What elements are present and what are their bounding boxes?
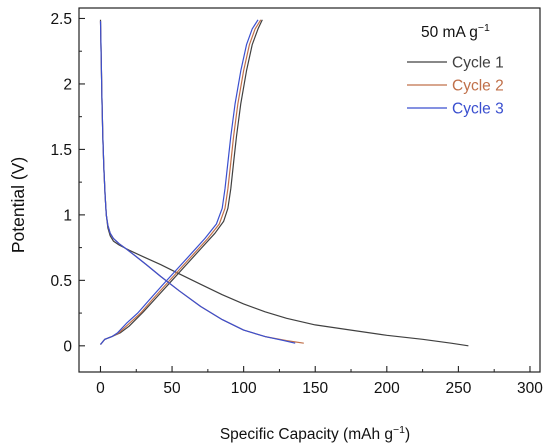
x-tick-label: 100	[231, 380, 257, 397]
x-tick-label: 250	[445, 380, 471, 397]
series-layer	[99, 19, 469, 347]
x-tick-label: 150	[302, 380, 328, 397]
series-2-discharge-line	[99, 21, 304, 344]
y-axis-label: Potential (V)	[8, 157, 28, 253]
legend-label-3: Cycle 3	[452, 101, 504, 118]
legend-label-1: Cycle 1	[452, 55, 504, 72]
y-tick-label: 2	[63, 76, 72, 93]
x-tick-label: 200	[374, 380, 400, 397]
legend: 50 mA g−1 Cycle 1 Cycle 2 Cycle 3	[407, 22, 504, 118]
legend-label-2: Cycle 2	[452, 78, 504, 95]
series-3	[99, 19, 296, 345]
y-tick-label: 0	[63, 338, 72, 355]
legend-title-text: 50 mA g	[421, 24, 478, 41]
x-axis-label: Specific Capacity (mAh g−1)	[220, 424, 410, 443]
series-1-discharge-line	[99, 19, 469, 347]
series-3-charge-line	[100, 19, 259, 345]
x-axis: 0 50 100 150 200 250 300	[96, 366, 543, 397]
x-tick-label: 300	[517, 380, 543, 397]
plot-frame	[78, 7, 541, 373]
y-tick-label: 0.5	[50, 273, 72, 290]
series-2-charge-line	[100, 19, 262, 345]
x-tick-label: 50	[163, 380, 181, 397]
y-tick-label: 1	[63, 207, 72, 224]
series-1	[99, 19, 469, 347]
legend-title: 50 mA g−1	[421, 22, 490, 41]
y-tick-label: 2.5	[50, 11, 72, 28]
series-3-discharge-line	[99, 21, 296, 344]
legend-title-sup: −1	[478, 22, 490, 34]
x-axis-label-close: )	[405, 426, 410, 443]
x-axis-label-text: Specific Capacity (mAh g	[220, 426, 393, 443]
x-tick-label: 0	[96, 380, 105, 397]
x-axis-label-sup: −1	[393, 424, 405, 436]
y-tick-label: 1.5	[50, 142, 72, 159]
y-axis: 0 0.5 1 1.5 2 2.5	[50, 11, 85, 355]
plot-border	[78, 7, 541, 373]
series-1-charge-line	[100, 19, 263, 345]
series-2	[99, 19, 304, 345]
